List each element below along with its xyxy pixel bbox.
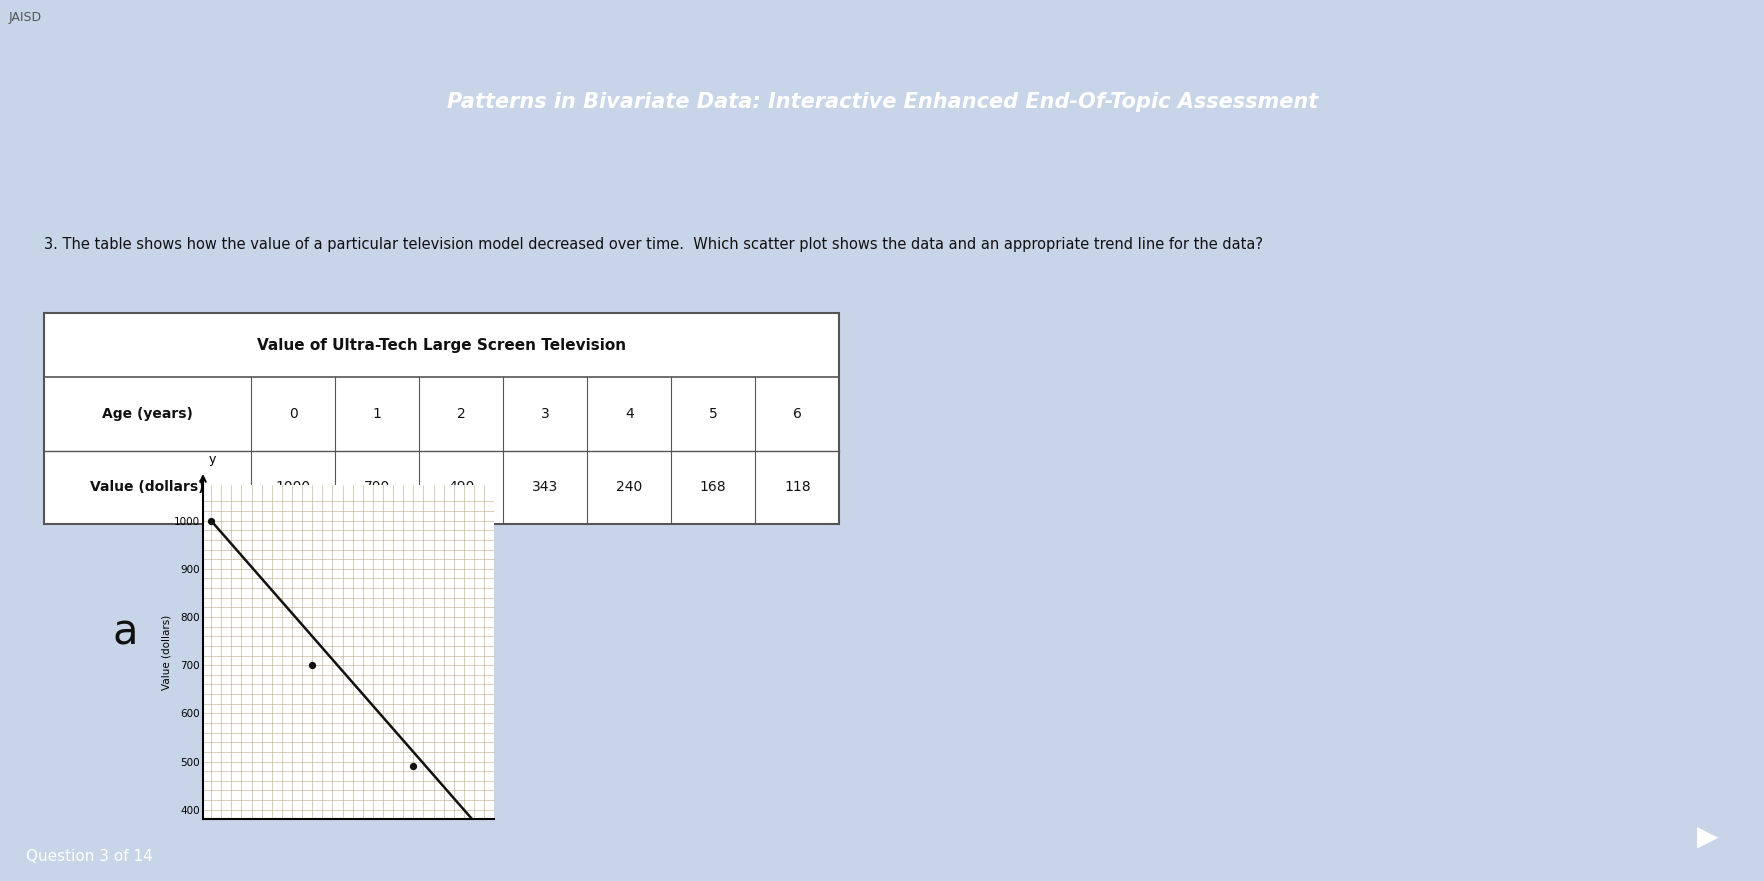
Text: 1: 1 (372, 407, 381, 421)
Text: 6: 6 (792, 407, 801, 421)
Point (399, 759, 427, 774)
Point (198, 514, 226, 528)
Text: 0: 0 (289, 407, 298, 421)
Text: 5: 5 (709, 407, 718, 421)
Text: 3. The table shows how the value of a particular television model decreased over: 3. The table shows how the value of a pa… (44, 237, 1261, 252)
Text: 490: 490 (448, 480, 475, 494)
Text: Age (years): Age (years) (102, 407, 192, 421)
Text: Question 3 of 14: Question 3 of 14 (26, 849, 153, 864)
Text: 343: 343 (531, 480, 557, 494)
Text: 700: 700 (363, 480, 390, 494)
Text: 168: 168 (700, 480, 727, 494)
Text: 3: 3 (540, 407, 549, 421)
Text: Patterns in Bivariate Data: Interactive Enhanced End-Of-Topic Assessment: Patterns in Bivariate Data: Interactive … (446, 92, 1318, 112)
Text: 240: 240 (616, 480, 642, 494)
Y-axis label: Value (dollars): Value (dollars) (161, 614, 171, 690)
Text: y: y (208, 453, 215, 466)
Text: a: a (113, 611, 138, 654)
Text: 4: 4 (624, 407, 633, 421)
Bar (44, 313, 840, 524)
Text: 118: 118 (783, 480, 810, 494)
Text: 1000: 1000 (275, 480, 310, 494)
Point (298, 658, 326, 672)
Text: 2: 2 (457, 407, 466, 421)
Text: ▶: ▶ (1695, 823, 1718, 851)
Text: JAISD: JAISD (9, 11, 42, 24)
Text: Value of Ultra-Tech Large Screen Television: Value of Ultra-Tech Large Screen Televis… (258, 337, 626, 352)
Text: Value (dollars): Value (dollars) (90, 480, 205, 494)
